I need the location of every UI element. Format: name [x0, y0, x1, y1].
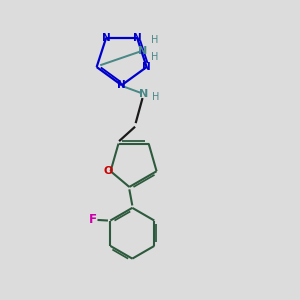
- Text: N: N: [142, 62, 151, 72]
- Text: N: N: [102, 33, 111, 43]
- Text: O: O: [103, 166, 113, 176]
- Text: N: N: [140, 89, 149, 99]
- Text: H: H: [151, 35, 159, 45]
- Text: N: N: [138, 46, 148, 56]
- Text: H: H: [152, 92, 159, 102]
- Text: N: N: [117, 80, 126, 90]
- Text: F: F: [88, 214, 96, 226]
- Text: N: N: [133, 33, 142, 43]
- Text: H: H: [151, 52, 159, 62]
